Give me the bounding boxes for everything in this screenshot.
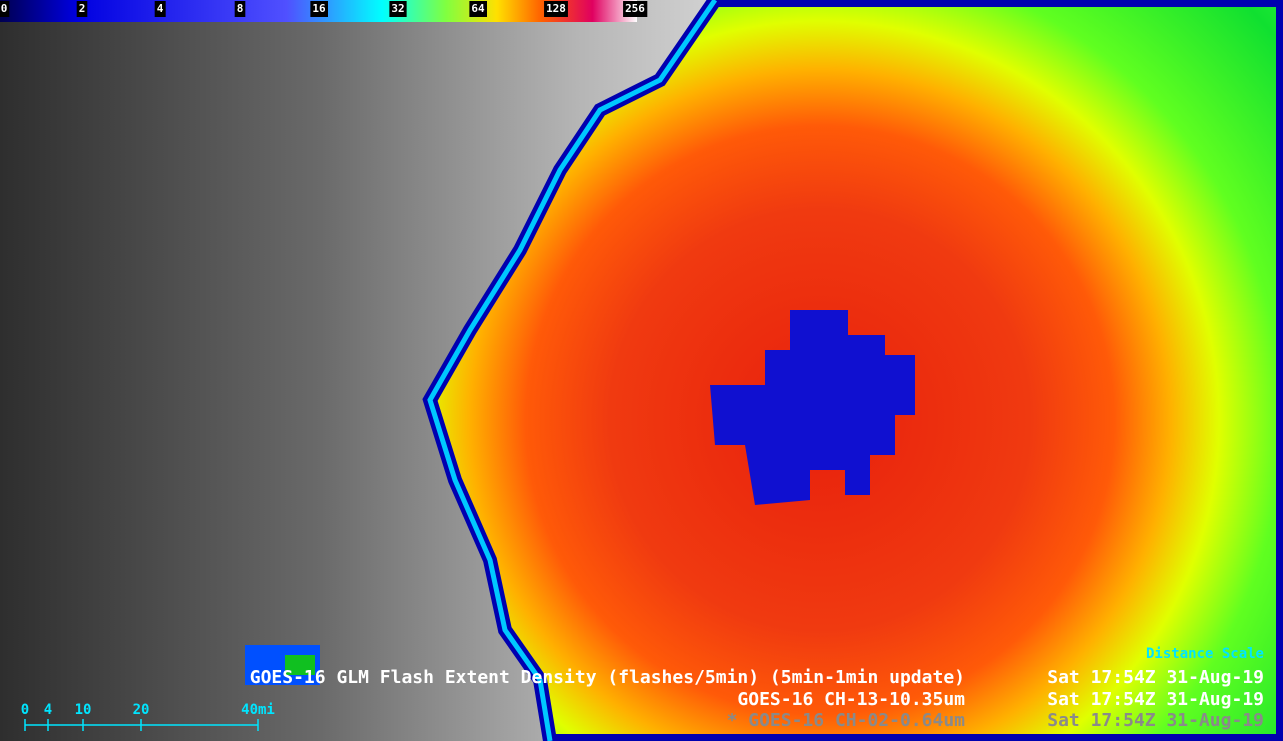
colorbar-label: 8 — [237, 2, 244, 15]
colorbar-label-box — [154, 1, 166, 17]
colorbar-label-box — [469, 1, 487, 17]
distance-label: 4 — [44, 702, 52, 718]
colorbar-label-box — [234, 1, 246, 17]
glm-flash-cell-core — [285, 655, 315, 675]
glm-flash-core — [710, 310, 915, 505]
colorbar-label-box — [76, 1, 88, 17]
colorbar-label: 64 — [471, 2, 485, 15]
colorbar-label: 32 — [391, 2, 404, 15]
layer-name: * GOES-16 CH-02-0.64um — [727, 710, 966, 731]
layer-time: Sat 17:54Z 31-Aug-19 — [1047, 710, 1264, 731]
distance-label: 40mi — [241, 702, 275, 718]
layer-name: GOES-16 CH-13-10.35um — [737, 689, 965, 710]
colorbar-label: 4 — [157, 2, 164, 15]
layer-name: GOES-16 GLM Flash Extent Density (flashe… — [250, 667, 965, 688]
distance-label: 20 — [133, 702, 150, 718]
layer-time: Sat 17:54Z 31-Aug-19 — [1047, 667, 1264, 688]
colorbar-label: 256 — [625, 2, 645, 15]
distance-label: 0 — [21, 702, 29, 718]
colorbar-label: 16 — [312, 2, 326, 15]
distance-label: 10 — [75, 702, 92, 718]
colorbar-label-box — [0, 1, 10, 17]
layer-time: Sat 17:54Z 31-Aug-19 — [1047, 689, 1264, 710]
cloud-edge — [427, 0, 718, 741]
colorbar-label: 0 — [1, 2, 8, 15]
colorbar-label: 128 — [546, 2, 566, 15]
colorbar-label-box — [389, 1, 407, 17]
colorbar-label-box — [310, 1, 328, 17]
colorbar-label: 2 — [79, 2, 86, 15]
colorbar-label-box — [623, 1, 648, 17]
colorbar-label-box — [544, 1, 568, 17]
distance-scale-title: Distance Scale — [1146, 646, 1264, 662]
